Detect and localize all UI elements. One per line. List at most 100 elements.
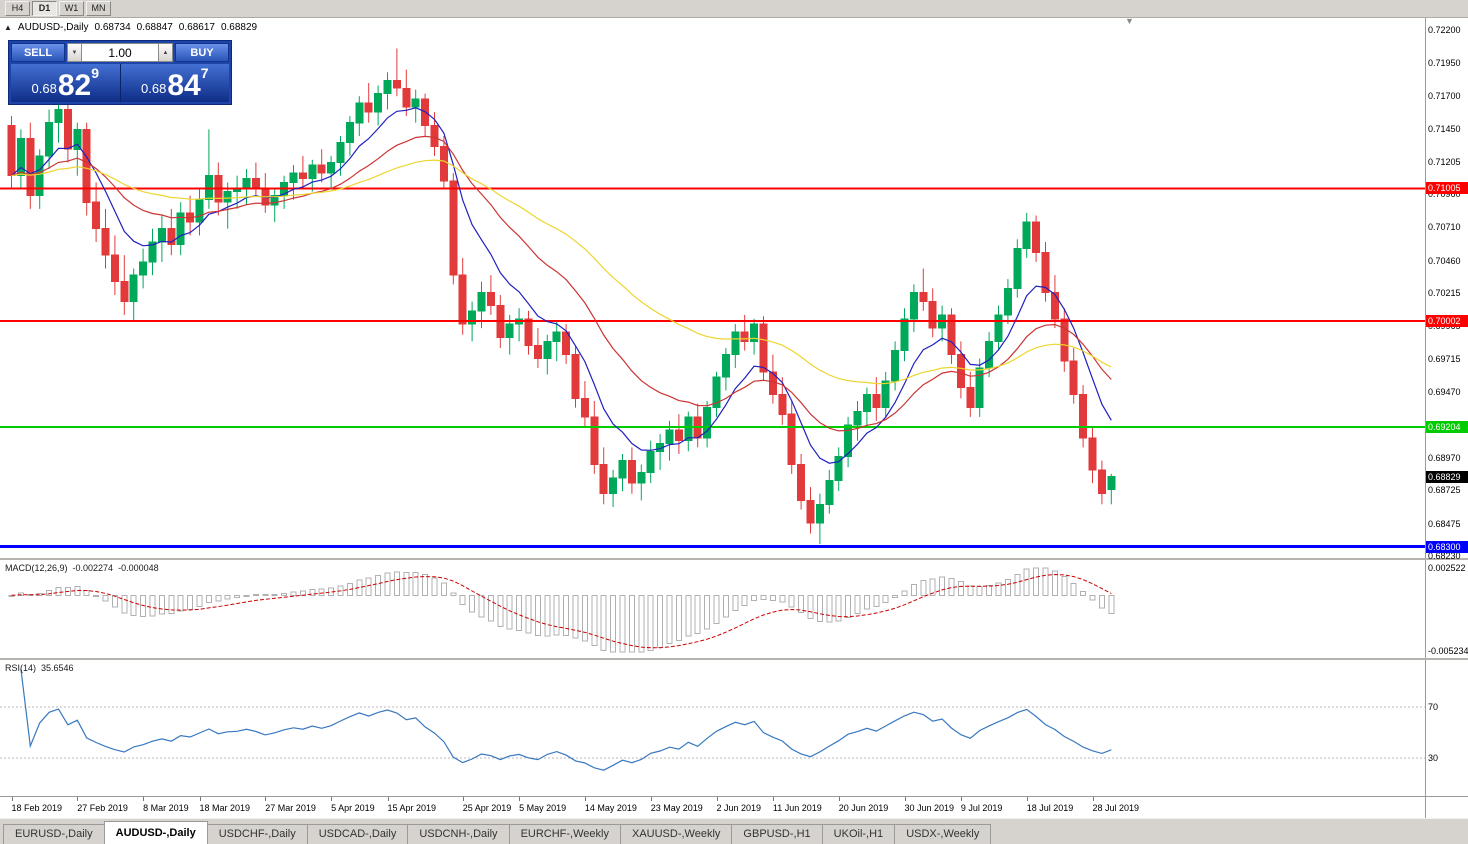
ohlc-open: 0.68734 xyxy=(94,22,131,33)
volume-stepper: ▼ 1.00 ▲ xyxy=(67,43,173,62)
ma-20-line xyxy=(11,135,1112,432)
time-axis[interactable]: 18 Feb 2019 27 Feb 2019 8 Mar 2019 18 Mar 2… xyxy=(0,796,1468,818)
sell-button[interactable]: SELL xyxy=(11,43,65,62)
candlestick-chart-svg[interactable] xyxy=(0,18,1425,558)
chart-shift-icon[interactable]: ▼ xyxy=(1125,18,1134,26)
price-scale-label: 0.70215 xyxy=(1428,288,1461,298)
date-label: 9 Jul 2019 xyxy=(960,803,1003,813)
chart-tab-eurusd[interactable]: EURUSD-,Daily xyxy=(3,824,105,844)
timeframe-toolbar: H4 D1 W1 MN xyxy=(0,0,1468,18)
buy-price-display[interactable]: 0.68 84 7 xyxy=(119,64,230,102)
ohlc-high: 0.68847 xyxy=(136,22,173,33)
price-scale[interactable]: 0.72200 0.71950 0.71700 0.71450 0.71205 0.709… xyxy=(1425,18,1468,561)
date-label: 27 Mar 2019 xyxy=(265,803,316,813)
timeframe-button-w1[interactable]: W1 xyxy=(59,1,84,16)
buy-price-prefix: 0.68 xyxy=(141,81,167,96)
date-label: 28 Jul 2019 xyxy=(1092,803,1140,813)
price-scale-label: 0.70460 xyxy=(1428,255,1461,266)
chart-tab-usdchf[interactable]: USDCHF-,Daily xyxy=(206,824,308,844)
price-scale-label: 0.72200 xyxy=(1428,25,1461,35)
price-scale-label: 0.68230 xyxy=(1428,551,1461,561)
line-price-tag: 0.69204 xyxy=(1426,421,1468,433)
date-label: 11 Jun 2019 xyxy=(772,803,822,813)
price-chart-panel: ▲ AUDUSD-,Daily 0.68734 0.68847 0.68617 … xyxy=(0,18,1468,561)
volume-down-button[interactable]: ▼ xyxy=(67,43,82,62)
macd-signal-value: -0.000048 xyxy=(118,563,159,573)
main-chart-canvas[interactable]: ▲ AUDUSD-,Daily 0.68734 0.68847 0.68617 … xyxy=(0,18,1425,558)
macd-scale-bottom: -0.005234 xyxy=(1428,646,1468,656)
time-axis-labels: 18 Feb 2019 27 Feb 2019 8 Mar 2019 18 Mar 2… xyxy=(0,797,1425,818)
chart-tab-ukoil[interactable]: UKOil-,H1 xyxy=(821,824,896,844)
volume-up-button[interactable]: ▲ xyxy=(158,43,173,62)
rsi-scale-label: 30 xyxy=(1428,753,1439,763)
ohlc-close: 0.68829 xyxy=(220,22,258,33)
sell-price-display[interactable]: 0.68 82 9 xyxy=(11,64,120,102)
rsi-name: RSI(14) xyxy=(5,663,37,673)
trade-panel-collapse-icon[interactable]: ▲ xyxy=(4,23,12,32)
date-label: 18 Jul 2019 xyxy=(1026,803,1074,813)
date-label: 15 Apr 2019 xyxy=(387,803,437,813)
one-click-trading-panel: SELL ▼ 1.00 ▲ BUY 0.68 82 9 0.68 84 7 xyxy=(8,40,232,105)
chart-tab-bar: EURUSD-,Daily AUDUSD-,Daily USDCHF-,Daily U… xyxy=(0,818,1468,844)
timeframe-button-d1[interactable]: D1 xyxy=(32,1,57,16)
date-label: 18 Mar 2019 xyxy=(199,803,251,813)
price-scale-label: 0.70960 xyxy=(1428,189,1461,200)
date-label: 27 Feb 2019 xyxy=(77,803,128,813)
price-scale-label: 0.71950 xyxy=(1428,58,1461,69)
chart-tab-usdcad[interactable]: USDCAD-,Daily xyxy=(306,824,409,844)
date-label: 20 Jun 2019 xyxy=(838,803,889,813)
rsi-indicator-panel: RSI(14) 35.6546 70 30 xyxy=(0,660,1468,796)
timeframe-button-h4[interactable]: H4 xyxy=(5,1,30,16)
chart-tab-gbpusd[interactable]: GBPUSD-,H1 xyxy=(731,824,823,844)
rsi-indicator-label: RSI(14) 35.6546 xyxy=(5,663,74,673)
chart-tab-usdcnh[interactable]: USDCNH-,Daily xyxy=(407,824,510,844)
price-scale-label: 0.68970 xyxy=(1428,453,1461,463)
timeframe-button-mn[interactable]: MN xyxy=(86,1,111,16)
panel-splitter[interactable] xyxy=(0,558,1468,560)
price-scale-label: 0.71700 xyxy=(1428,91,1461,102)
sell-price-prefix: 0.68 xyxy=(31,81,57,96)
date-label: 8 Mar 2019 xyxy=(143,803,189,813)
macd-scale-top: 0.002522 xyxy=(1428,563,1466,573)
rsi-scale-label: 70 xyxy=(1428,702,1439,712)
chart-tab-xauusd[interactable]: XAUUSD-,Weekly xyxy=(619,824,733,844)
date-label: 18 Feb 2019 xyxy=(11,803,63,813)
price-scale-label: 0.69470 xyxy=(1428,386,1461,397)
rsi-value: 35.6546 xyxy=(41,663,74,673)
price-scale-label: 0.71450 xyxy=(1428,124,1461,135)
ma-8-line xyxy=(11,107,1112,464)
date-label: 14 May 2019 xyxy=(584,803,637,813)
price-scale-label: 0.69715 xyxy=(1428,354,1461,365)
macd-main-value: -0.002274 xyxy=(72,563,114,573)
panel-splitter[interactable] xyxy=(0,658,1468,660)
chart-symbol-period: AUDUSD-,Daily xyxy=(17,22,89,33)
rsi-canvas[interactable]: RSI(14) 35.6546 xyxy=(0,660,1425,796)
sell-price-big: 82 xyxy=(57,69,92,102)
buy-button[interactable]: BUY xyxy=(175,43,229,62)
current-price-tag: 0.68829 xyxy=(1426,470,1468,483)
rsi-chart-svg[interactable] xyxy=(0,660,1425,796)
macd-chart-svg[interactable] xyxy=(0,560,1425,658)
price-scale-label: 0.70710 xyxy=(1428,222,1461,233)
line-price-tag: 0.71005 xyxy=(1426,182,1468,195)
rsi-scale[interactable]: 70 30 xyxy=(1425,660,1468,796)
chart-tab-usdx[interactable]: USDX-,Weekly xyxy=(894,824,992,844)
ma-45-line xyxy=(11,159,1112,385)
buy-price-pip: 7 xyxy=(200,65,209,81)
sell-price-pip: 9 xyxy=(91,65,99,81)
date-label: 5 Apr 2019 xyxy=(331,803,375,813)
line-price-tag: 0.70002 xyxy=(1426,315,1468,328)
date-label: 23 May 2019 xyxy=(650,803,703,813)
chart-tab-eurchf[interactable]: EURCHF-,Weekly xyxy=(508,824,621,844)
time-axis-corner xyxy=(1425,797,1468,818)
price-scale-label: 0.68475 xyxy=(1428,518,1461,529)
date-label: 25 Apr 2019 xyxy=(462,803,512,813)
date-label: 2 Jun 2019 xyxy=(716,803,762,813)
buy-price-big: 84 xyxy=(167,69,201,102)
macd-canvas[interactable]: MACD(12,26,9) -0.002274 -0.000048 xyxy=(0,560,1425,658)
chart-tab-audusd[interactable]: AUDUSD-,Daily xyxy=(103,821,208,844)
date-label: 30 Jun 2019 xyxy=(904,803,955,813)
macd-scale[interactable]: 0.002522 -0.005234 xyxy=(1425,560,1468,658)
volume-input[interactable]: 1.00 xyxy=(82,43,158,62)
macd-indicator-panel: MACD(12,26,9) -0.002274 -0.000048 0.0025… xyxy=(0,560,1468,658)
